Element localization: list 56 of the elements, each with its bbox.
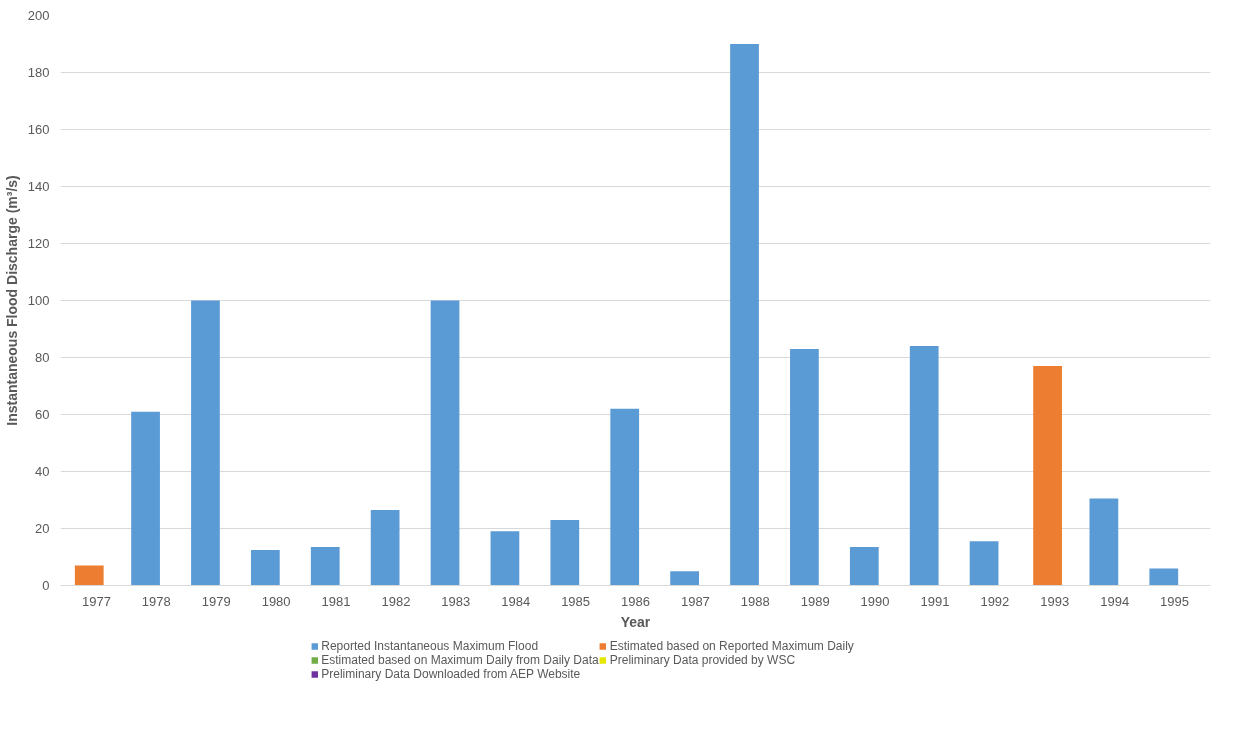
bar xyxy=(1033,366,1062,586)
legend-label: Estimated based on Reported Maximum Daily xyxy=(609,638,855,653)
bar xyxy=(1089,498,1119,586)
legend-label: Reported Instantaneous Maximum Flood xyxy=(321,638,540,653)
bar xyxy=(430,300,460,586)
x-tick-label: 1980 xyxy=(261,593,291,609)
y-tick-label: 80 xyxy=(35,350,50,365)
bar xyxy=(1149,568,1179,586)
bar xyxy=(909,346,939,586)
y-tick-label: 120 xyxy=(27,236,50,251)
y-tick-label: 200 xyxy=(27,8,50,23)
x-tick-label: 1995 xyxy=(1160,593,1190,609)
x-tick-label: 1985 xyxy=(561,593,591,609)
x-tick-label: 1991 xyxy=(920,593,950,609)
x-tick-label: 1987 xyxy=(680,593,710,609)
x-tick-label: 1979 xyxy=(201,593,231,609)
x-tick-label: 1977 xyxy=(81,593,111,609)
y-tick-label: 0 xyxy=(42,578,50,593)
y-tick-label: 180 xyxy=(27,65,50,80)
x-tick-label: 1981 xyxy=(321,593,351,609)
bar xyxy=(370,509,400,586)
y-tick-label: 60 xyxy=(35,407,50,422)
y-tick-label: 160 xyxy=(27,122,50,137)
legend-label: Estimated based on Maximum Daily from Daily Data xyxy=(321,652,599,667)
x-tick-label: 1988 xyxy=(740,593,770,609)
bar xyxy=(610,408,640,586)
x-tick-label: 1989 xyxy=(800,593,830,609)
x-tick-label: 1993 xyxy=(1040,593,1070,609)
legend-label: Preliminary Data Downloaded from AEP Website xyxy=(321,666,582,681)
y-tick-label: 20 xyxy=(35,521,50,536)
x-tick-label: 1984 xyxy=(501,593,531,609)
bar xyxy=(250,549,280,586)
bar xyxy=(969,541,999,586)
x-axis-title: Year xyxy=(620,613,651,630)
x-tick-label: 1990 xyxy=(860,593,890,609)
bar xyxy=(730,44,759,586)
y-tick-label: 100 xyxy=(27,293,50,308)
x-tick-label: 1992 xyxy=(980,593,1010,609)
bar xyxy=(74,565,104,586)
x-tick-label: 1978 xyxy=(141,593,171,609)
legend-label: Preliminary Data provided by WSC xyxy=(609,652,797,667)
x-tick-label: 1994 xyxy=(1100,593,1130,609)
bar xyxy=(550,519,580,586)
x-tick-label: 1983 xyxy=(441,593,471,609)
y-axis-title: Instantaneous Flood Discharge (m³/s) xyxy=(3,175,20,426)
bar xyxy=(191,300,220,586)
bar xyxy=(490,531,520,586)
x-tick-label: 1982 xyxy=(381,593,411,609)
x-tick-label: 1986 xyxy=(621,593,650,609)
bar xyxy=(849,547,879,586)
bar xyxy=(670,571,699,586)
y-tick-label: 40 xyxy=(35,464,50,479)
bar xyxy=(310,547,340,586)
y-tick-label: 140 xyxy=(27,179,50,194)
bar xyxy=(131,411,160,586)
bar xyxy=(790,348,819,586)
